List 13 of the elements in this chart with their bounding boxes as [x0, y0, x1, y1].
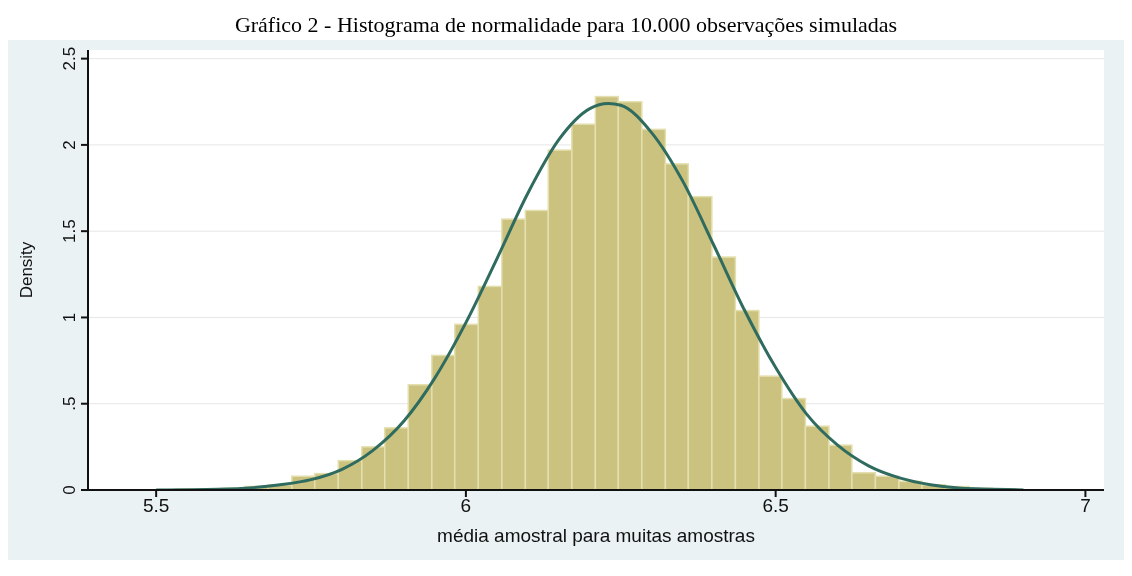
chart-title: Gráfico 2 - Histograma de normalidade para 10.000 observações simuladas: [8, 8, 1124, 40]
y-tick-label: 2.5: [60, 46, 79, 71]
y-tick-label: 0: [60, 485, 79, 495]
x-tick-label: 7: [1080, 495, 1091, 517]
y-tick-label: 1.5: [60, 219, 79, 243]
y-tick-label: 1: [60, 312, 79, 323]
y-tick-label: 2: [60, 140, 79, 150]
x-axis-title: média amostral para muitas amostras: [437, 525, 755, 546]
x-tick-label: 5.5: [142, 495, 170, 517]
y-tick-label: .5: [60, 396, 79, 411]
x-tick-label: 6: [460, 495, 472, 517]
y-axis-title: Density: [17, 241, 37, 299]
x-tick-label: 6.5: [762, 495, 789, 517]
